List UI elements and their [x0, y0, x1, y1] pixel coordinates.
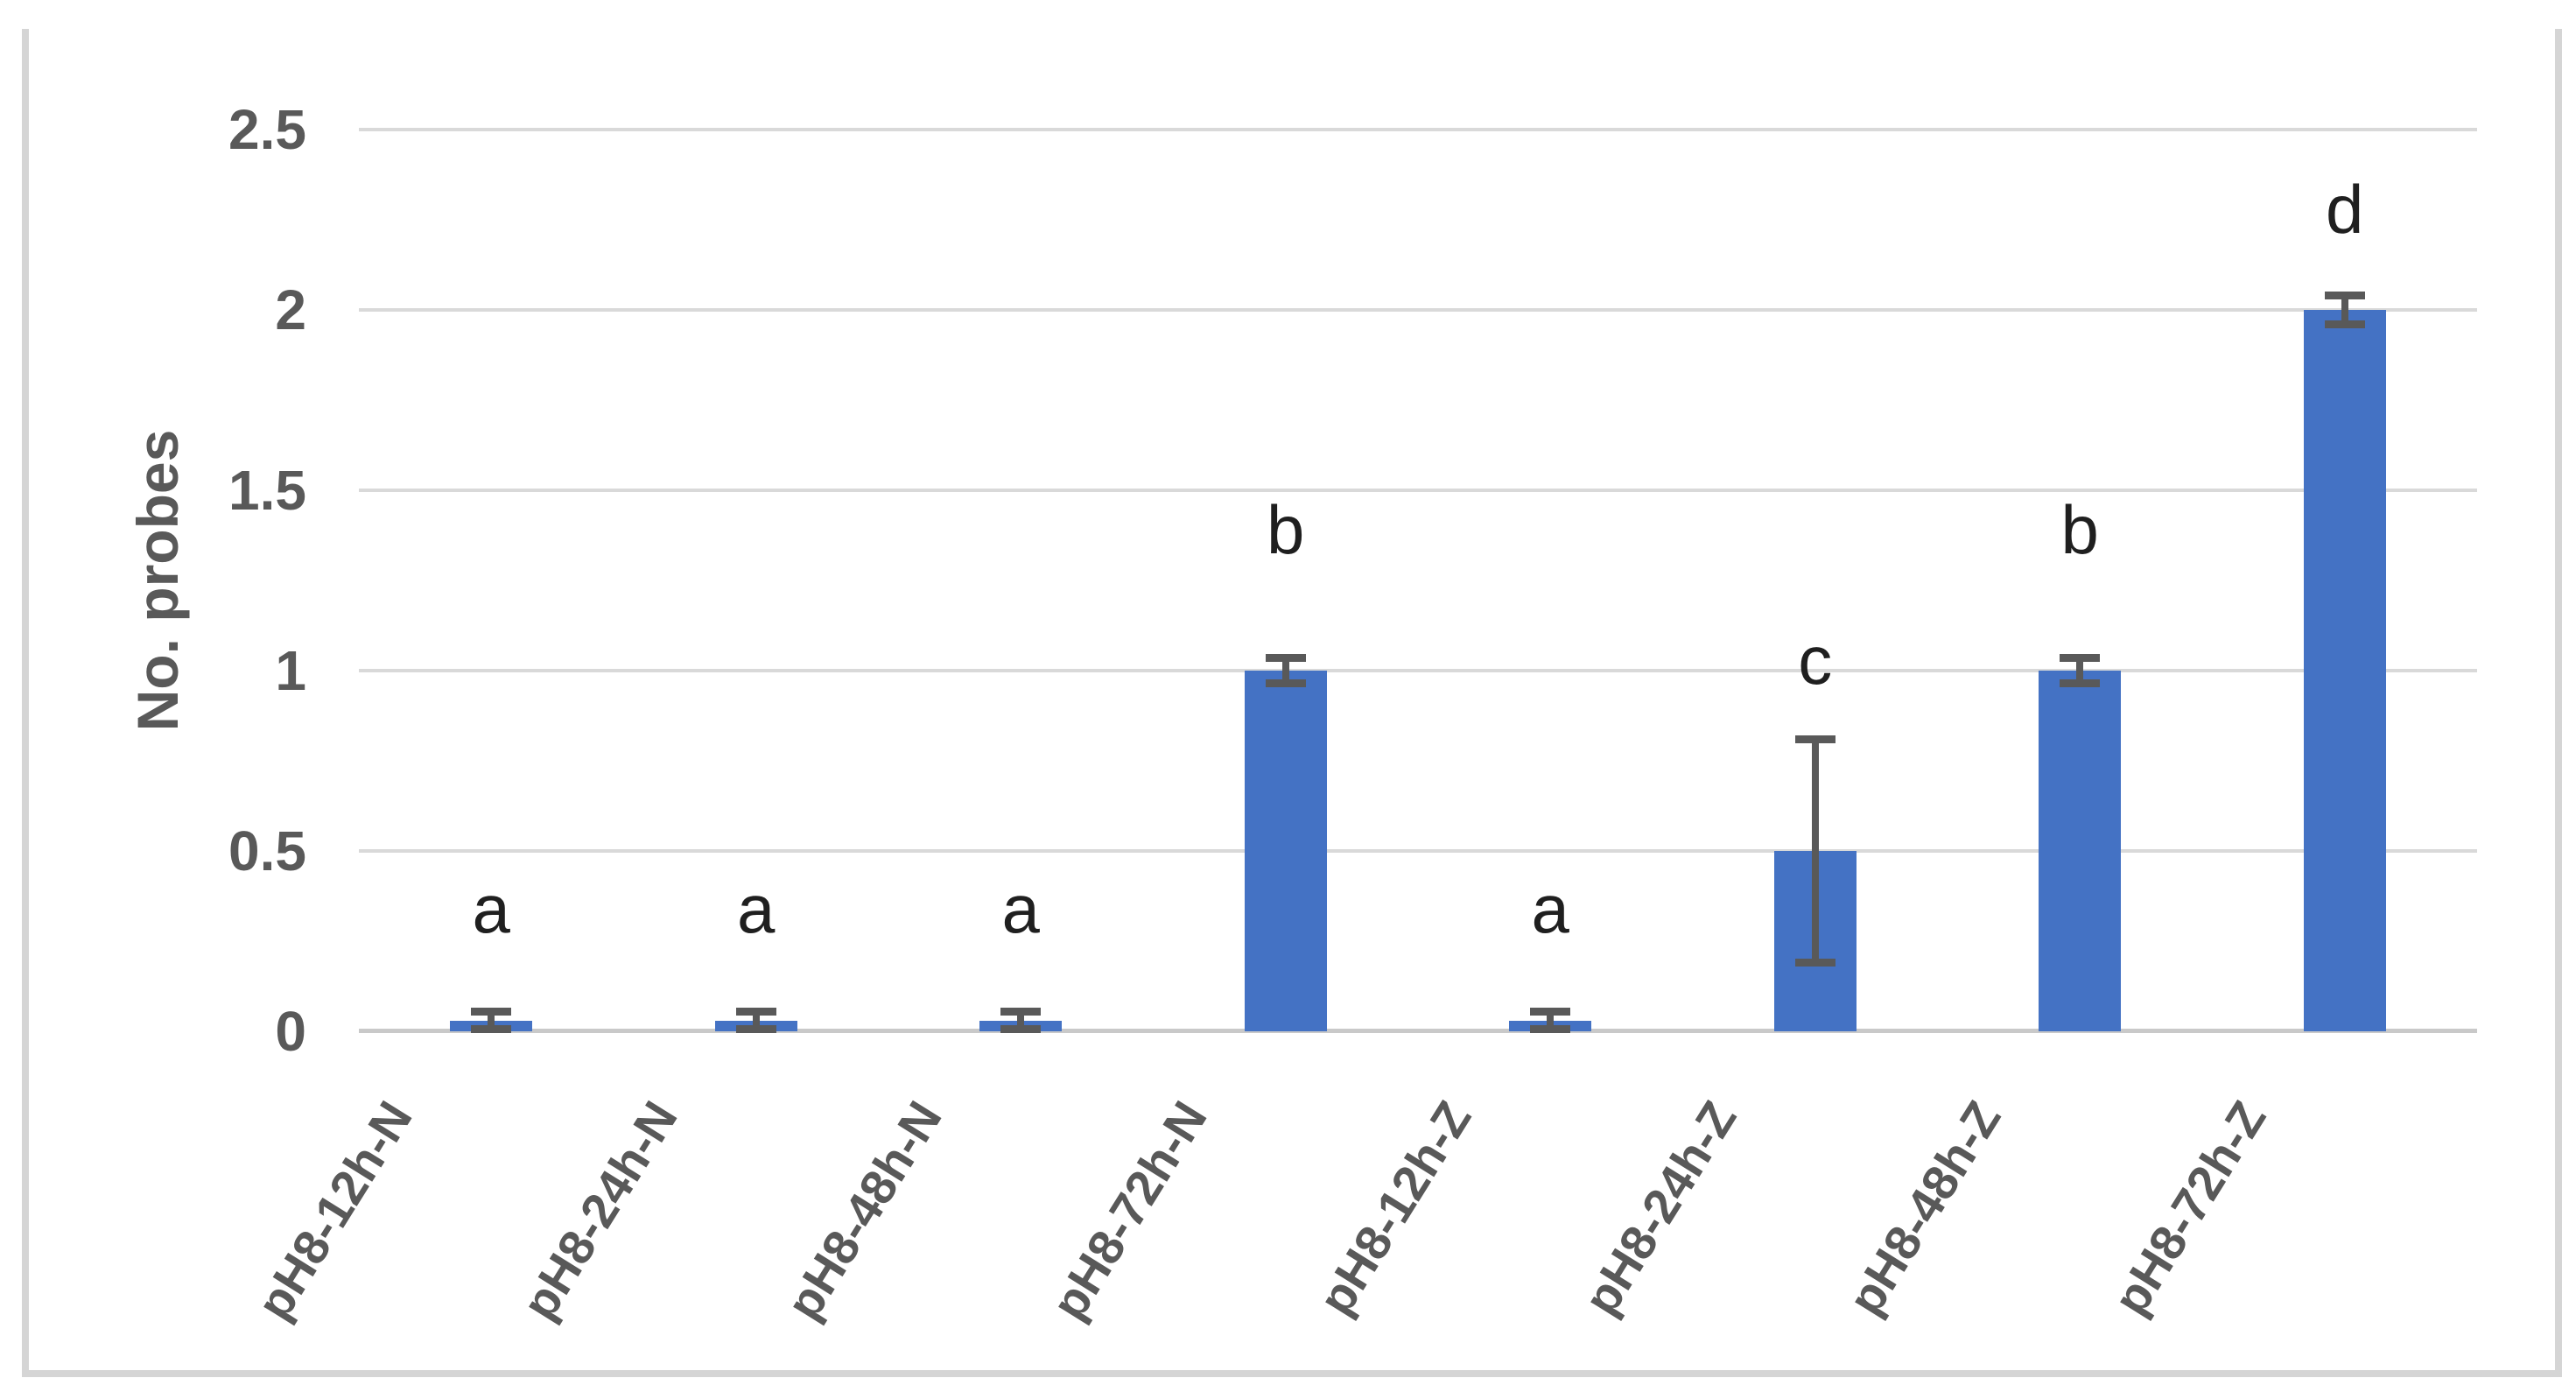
error-bar-cap-top — [1000, 1007, 1042, 1016]
error-bar-cap-bottom — [471, 1025, 512, 1034]
bar — [1244, 671, 1327, 1031]
y-tick-label: 0 — [275, 1000, 306, 1063]
plot-area: a pH8-12h-N a pH8-24h-N a pH8-48h-N b pH8-72h-N… — [246, 128, 2477, 1329]
significance-letter: d — [2326, 170, 2364, 248]
x-axis-line — [359, 1029, 2477, 1033]
error-bar-line — [488, 1011, 495, 1030]
y-tick-label: 2.5 — [228, 98, 306, 161]
error-bar-line — [1811, 739, 1819, 963]
gridline — [359, 308, 2477, 312]
error-bar-line — [1017, 1011, 1025, 1030]
gridline — [359, 489, 2477, 492]
error-bar-cap-top — [735, 1007, 776, 1016]
significance-letter: a — [737, 869, 776, 947]
error-bar-cap-bottom — [735, 1025, 776, 1034]
significance-letter: b — [2060, 491, 2099, 569]
y-tick-label: 1 — [275, 639, 306, 702]
y-tick-label: 2 — [275, 278, 306, 341]
y-tick-label: 0.5 — [228, 819, 306, 882]
bar — [2303, 310, 2386, 1031]
error-bar-cap-bottom — [1794, 959, 1835, 967]
error-bar-line — [2341, 295, 2348, 325]
gridline — [359, 669, 2477, 672]
error-bar-cap-top — [1530, 1007, 1571, 1016]
significance-letter: c — [1798, 621, 1833, 699]
error-bar-line — [752, 1011, 760, 1030]
y-tick-label: 1.5 — [228, 459, 306, 522]
error-bar-cap-bottom — [1265, 678, 1306, 687]
error-bar-line — [2076, 657, 2084, 684]
significance-letter: a — [1531, 869, 1569, 947]
error-bar-cap-bottom — [2324, 320, 2365, 328]
gridline — [359, 128, 2477, 131]
significance-letter: a — [472, 869, 510, 947]
error-bar-cap-top — [2060, 654, 2101, 663]
error-bar-cap-bottom — [2060, 678, 2101, 687]
error-bar-cap-top — [1265, 654, 1306, 663]
chart-frame — [22, 29, 2562, 1377]
error-bar-line — [1281, 657, 1289, 684]
error-bar-cap-top — [1794, 735, 1835, 743]
error-bar-cap-bottom — [1000, 1025, 1042, 1034]
error-bar-cap-bottom — [1530, 1025, 1571, 1034]
significance-letter: a — [1001, 869, 1040, 947]
gridline — [359, 849, 2477, 853]
bar — [2039, 671, 2122, 1031]
error-bar-cap-top — [471, 1007, 512, 1016]
significance-letter: b — [1267, 491, 1305, 569]
error-bar-cap-top — [2324, 292, 2365, 300]
error-bar-line — [1547, 1011, 1555, 1030]
